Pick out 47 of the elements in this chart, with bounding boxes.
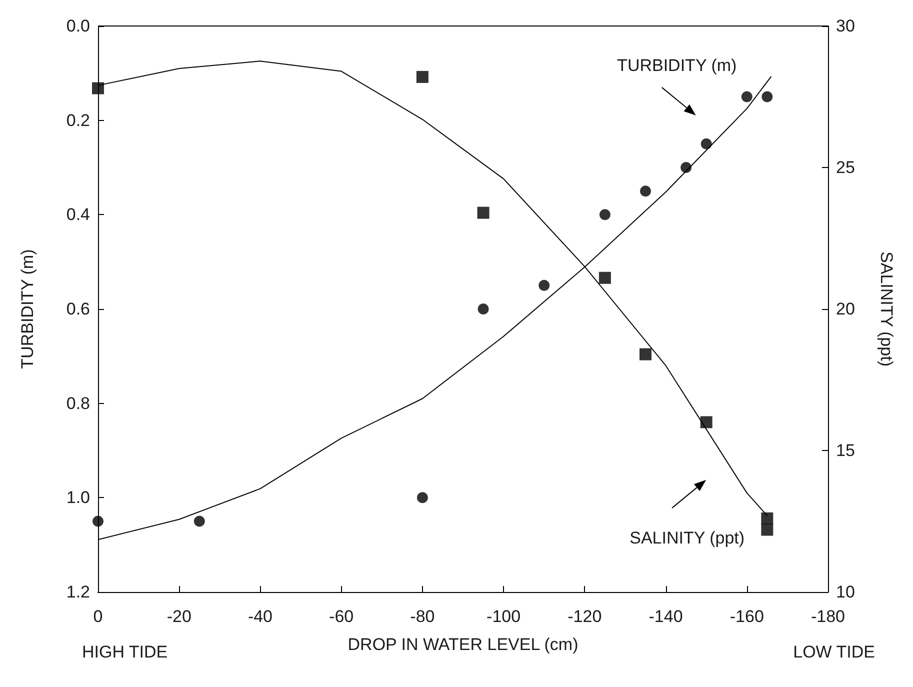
point — [598, 272, 611, 284]
x-tick-label: -160 — [730, 607, 764, 626]
text: HIGH TIDE — [82, 642, 168, 662]
point — [416, 70, 428, 83]
point — [478, 304, 489, 314]
point — [640, 348, 652, 360]
x-tick-label: -180 — [810, 607, 846, 626]
x-tick-label: -20 — [166, 607, 192, 626]
x-tick-label: 0 — [93, 607, 103, 626]
y2-tick-label: 15 — [836, 441, 855, 460]
point — [599, 209, 610, 220]
point — [92, 516, 104, 527]
point — [194, 516, 205, 527]
x-tick-label: -80 — [410, 607, 435, 626]
y-tick-label: 0.2 — [66, 110, 90, 130]
y2-axis-title: SALINITY (ppt) — [877, 252, 896, 366]
annotation: SALINITY (ppt) — [630, 528, 745, 548]
point — [477, 206, 490, 219]
x-axis-title: DROP IN WATER LEVEL (cm) — [348, 635, 578, 654]
point — [700, 138, 712, 150]
point — [700, 416, 712, 428]
point — [762, 91, 773, 102]
y-tick-label: 0.0 — [66, 16, 90, 36]
x-tick-label: -140 — [648, 607, 683, 626]
x-tick-label: -40 — [248, 607, 273, 626]
y-tick-label: 0.4 — [66, 205, 90, 224]
y-tick-label: 1.2 — [66, 582, 90, 602]
y-axis-title: TURBIDITY (m) — [18, 249, 37, 369]
point — [741, 91, 752, 102]
y2-tick-label: 10 — [836, 582, 855, 602]
y2-tick-label: 20 — [836, 300, 855, 318]
text: LOW TIDE — [793, 642, 875, 662]
annotation: TURBIDITY (m) — [617, 56, 737, 75]
x-tick-label: -100 — [486, 607, 521, 626]
point — [538, 280, 550, 291]
y-tick-label: 0.8 — [66, 394, 90, 413]
point — [761, 524, 774, 536]
y-tick-label: 0.6 — [66, 300, 90, 318]
x-tick-label: -60 — [329, 607, 354, 626]
y2-tick-label: 25 — [836, 158, 855, 177]
y-tick-label: 1.0 — [66, 488, 90, 508]
x-tick-label: -120 — [568, 607, 602, 626]
point — [680, 162, 692, 173]
point — [416, 492, 428, 504]
point — [640, 186, 651, 197]
y2-tick-label: 30 — [836, 16, 855, 36]
point — [92, 82, 104, 94]
